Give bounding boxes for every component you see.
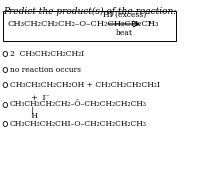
Text: CH₃CH₂CH₂CH₂–Ō–CH₂CH₂CH₂CH₃: CH₃CH₂CH₂CH₂–Ō–CH₂CH₂CH₂CH₃: [10, 100, 147, 108]
Text: CH₃CH₂CH₂CH₂OH + CH₃CH₂CH₂CH₂I: CH₃CH₂CH₂CH₂OH + CH₃CH₂CH₂CH₂I: [10, 81, 160, 89]
Text: |: |: [10, 106, 34, 114]
Text: HI (excess): HI (excess): [103, 11, 146, 19]
FancyBboxPatch shape: [3, 11, 176, 41]
Text: CH₃CH₂CH₂CHI–O–CH₂CH₂CH₂CH₃: CH₃CH₂CH₂CHI–O–CH₂CH₂CH₂CH₃: [10, 120, 147, 128]
Text: +  I⁻: + I⁻: [10, 94, 49, 102]
Text: 2  CH₃CH₂CH₂CH₂I: 2 CH₃CH₂CH₂CH₂I: [10, 50, 84, 58]
Text: heat: heat: [116, 29, 133, 37]
Text: H: H: [10, 112, 38, 120]
Text: no reaction occurs: no reaction occurs: [10, 66, 81, 74]
Text: Predict the product(s) of the reaction:: Predict the product(s) of the reaction:: [4, 7, 177, 16]
Text: CH₃CH₂CH₂CH₂–O–CH₂CH₂CH₂CH₃: CH₃CH₂CH₂CH₂–O–CH₂CH₂CH₂CH₃: [7, 20, 159, 28]
Text: ?: ?: [146, 20, 151, 28]
